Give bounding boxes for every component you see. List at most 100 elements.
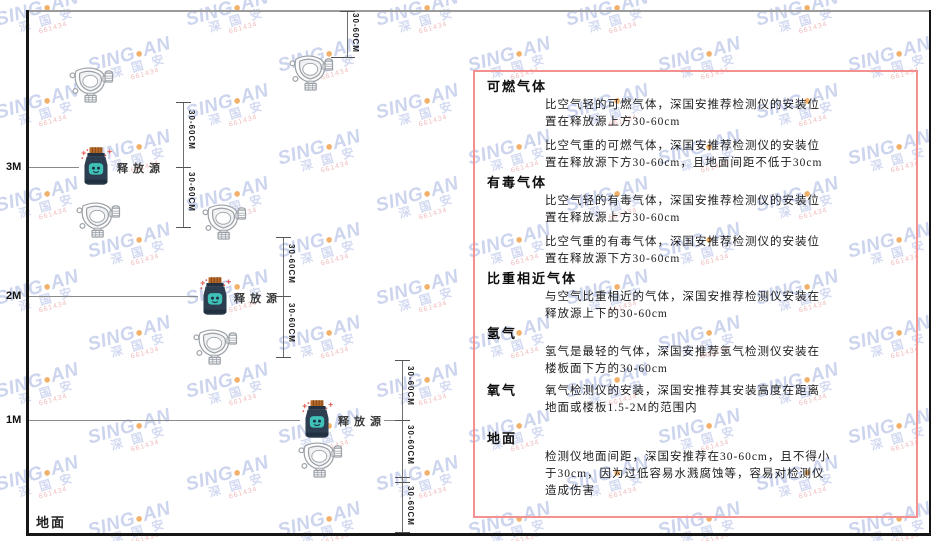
watermark-logo: SING●AN xyxy=(183,358,272,403)
height-label-1m: 1M xyxy=(6,414,22,426)
ceiling-line xyxy=(27,10,930,12)
release-source-label: 释放源 xyxy=(338,416,386,428)
watermark-cjk: 深 国 安 xyxy=(299,236,359,267)
dimension-label: 30-60CM xyxy=(351,13,360,53)
watermark-code: 661434 xyxy=(38,20,69,36)
watermark-code: 661434 xyxy=(130,438,161,454)
watermark-code: 661434 xyxy=(320,159,351,175)
dimension-label: 30-60CM xyxy=(406,486,415,526)
logo-dot-icon: ● xyxy=(231,370,244,387)
section-oxygen: 氧气 氧气检测仪的安装，深国安推荐其安装高度在距离地面或楼板1.5-2M的范围内 xyxy=(487,383,904,417)
left-wall xyxy=(26,10,29,536)
watermark-logo: SING●AN xyxy=(183,79,272,124)
logo-dot-icon: ● xyxy=(41,91,54,108)
watermark-cjk: 深 国 安 xyxy=(397,190,457,221)
logo-dot-icon: ● xyxy=(801,0,814,15)
watermark-cjk: 深 国 安 xyxy=(397,469,457,500)
section-heading: 可燃气体 xyxy=(487,79,548,94)
section-paragraph: 氢气是最轻的气体，深国安推荐氢气检测仪安装在楼板面下方的30-60cm xyxy=(545,346,820,375)
logo-dot-icon: ● xyxy=(893,44,906,61)
logo-dot-icon: ● xyxy=(133,416,146,433)
logo-dot-icon: ● xyxy=(323,509,336,526)
watermark-code: 661434 xyxy=(320,252,351,268)
gas-detector-icon xyxy=(201,201,247,240)
logo-dot-icon: ● xyxy=(231,184,244,201)
section-toxic-gas: 有毒气体 比空气轻的有毒气体，深国安推荐检测仪的安装位置在释放源上方30-60c… xyxy=(487,175,904,268)
watermark-code: 661434 xyxy=(418,20,449,36)
watermark-code: 661434 xyxy=(418,299,449,315)
section-ground: 地面 检测仪地面间距，深国安推荐在30-60cm，且不得小于30cm，因为过低容… xyxy=(487,431,904,500)
watermark-cjk: 深 国 安 xyxy=(109,236,169,267)
installation-guide-panel: 可燃气体 比空气轻的可燃气体，深国安推荐检测仪的安装位置在释放源上方30-60c… xyxy=(473,70,918,518)
gas-detector-icon xyxy=(288,52,334,91)
release-source-label: 释放源 xyxy=(234,293,282,305)
ref-line-2m xyxy=(29,296,198,297)
dimension-tick xyxy=(395,420,410,421)
watermark-logo: SING●AN xyxy=(373,265,462,310)
dimension-tick xyxy=(176,102,191,103)
logo-dot-icon: ● xyxy=(133,230,146,247)
logo-dot-icon: ● xyxy=(41,463,54,480)
dimension-tick xyxy=(340,11,355,12)
section-paragraph: 与空气比重相近的气体，深国安推荐检测仪安装在释放源上下的30-60cm xyxy=(545,291,820,320)
watermark-cjk: 深 国 安 xyxy=(397,97,457,128)
watermark-logo: SING●AN xyxy=(753,0,842,31)
gas-detector-icon xyxy=(297,439,343,478)
section-heading: 氧气 xyxy=(487,383,518,398)
logo-dot-icon: ● xyxy=(513,44,526,61)
watermark-code: 661434 xyxy=(38,113,69,129)
watermark-logo: SING●AN xyxy=(655,32,744,77)
watermark-logo: SING●AN xyxy=(0,451,82,496)
watermark-cjk: 深 国 安 xyxy=(109,515,169,541)
logo-dot-icon: ● xyxy=(41,370,54,387)
watermark-logo: SING●AN xyxy=(0,358,82,403)
section-heading: 有毒气体 xyxy=(487,175,548,190)
watermark-code: 661434 xyxy=(418,392,449,408)
logo-dot-icon: ● xyxy=(133,509,146,526)
dimension-line xyxy=(402,360,403,533)
dimension-line xyxy=(347,11,348,58)
watermark-cjk: 深 国 安 xyxy=(207,4,267,35)
watermark-logo: SING●AN xyxy=(373,358,462,403)
watermark-logo: SING●AN xyxy=(275,125,364,170)
gas-detector-icon xyxy=(68,64,114,103)
watermark-cjk: 深 国 安 xyxy=(299,515,359,541)
watermark-cjk: 深 国 安 xyxy=(109,329,169,360)
watermark-code: 661434 xyxy=(798,20,829,36)
watermark-logo: SING●AN xyxy=(85,404,174,449)
logo-dot-icon: ● xyxy=(231,463,244,480)
dimension-label: 30-60CM xyxy=(187,172,196,212)
watermark-cjk: 深 国 安 xyxy=(299,329,359,360)
logo-dot-icon: ● xyxy=(41,184,54,201)
dimension-label: 30-60CM xyxy=(287,244,296,284)
watermark-logo: SING●AN xyxy=(373,172,462,217)
watermark-cjk: 深 国 安 xyxy=(207,376,267,407)
watermark-code: 661434 xyxy=(130,66,161,82)
watermark-cjk: 深 国 安 xyxy=(17,376,77,407)
watermark-cjk: 深 国 安 xyxy=(397,4,457,35)
logo-dot-icon: ● xyxy=(323,137,336,154)
watermark-logo: SING●AN xyxy=(85,311,174,356)
watermark-code: 661434 xyxy=(608,20,639,36)
dimension-tick xyxy=(176,167,191,168)
watermark-code: 661434 xyxy=(228,392,259,408)
gas-detector-icon xyxy=(192,326,238,365)
dimension-label: 30-60CM xyxy=(187,110,196,150)
height-label-2m: 2M xyxy=(6,290,22,302)
watermark-code: 661434 xyxy=(228,485,259,501)
dimension-tick xyxy=(395,482,410,483)
watermark-code: 661434 xyxy=(228,20,259,36)
section-paragraph: 氧气检测仪的安装，深国安推荐其安装高度在距离地面或楼板1.5-2M的范围内 xyxy=(545,385,820,414)
section-heading: 氢气 xyxy=(487,326,518,341)
logo-dot-icon: ● xyxy=(133,137,146,154)
brand-watermark: SING●AN 深 国 安 661434 xyxy=(227,202,417,295)
section-heading: 比重相近气体 xyxy=(487,271,578,286)
dimension-tick xyxy=(395,477,410,478)
brand-watermark: SING●AN 深 国 安 661434 xyxy=(37,388,227,481)
leader-line-1m xyxy=(384,420,402,421)
gas-detector-icon xyxy=(75,199,121,238)
logo-dot-icon: ● xyxy=(41,0,54,15)
watermark-logo: SING●AN xyxy=(183,0,272,31)
watermark-cjk: 深 国 安 xyxy=(397,376,457,407)
